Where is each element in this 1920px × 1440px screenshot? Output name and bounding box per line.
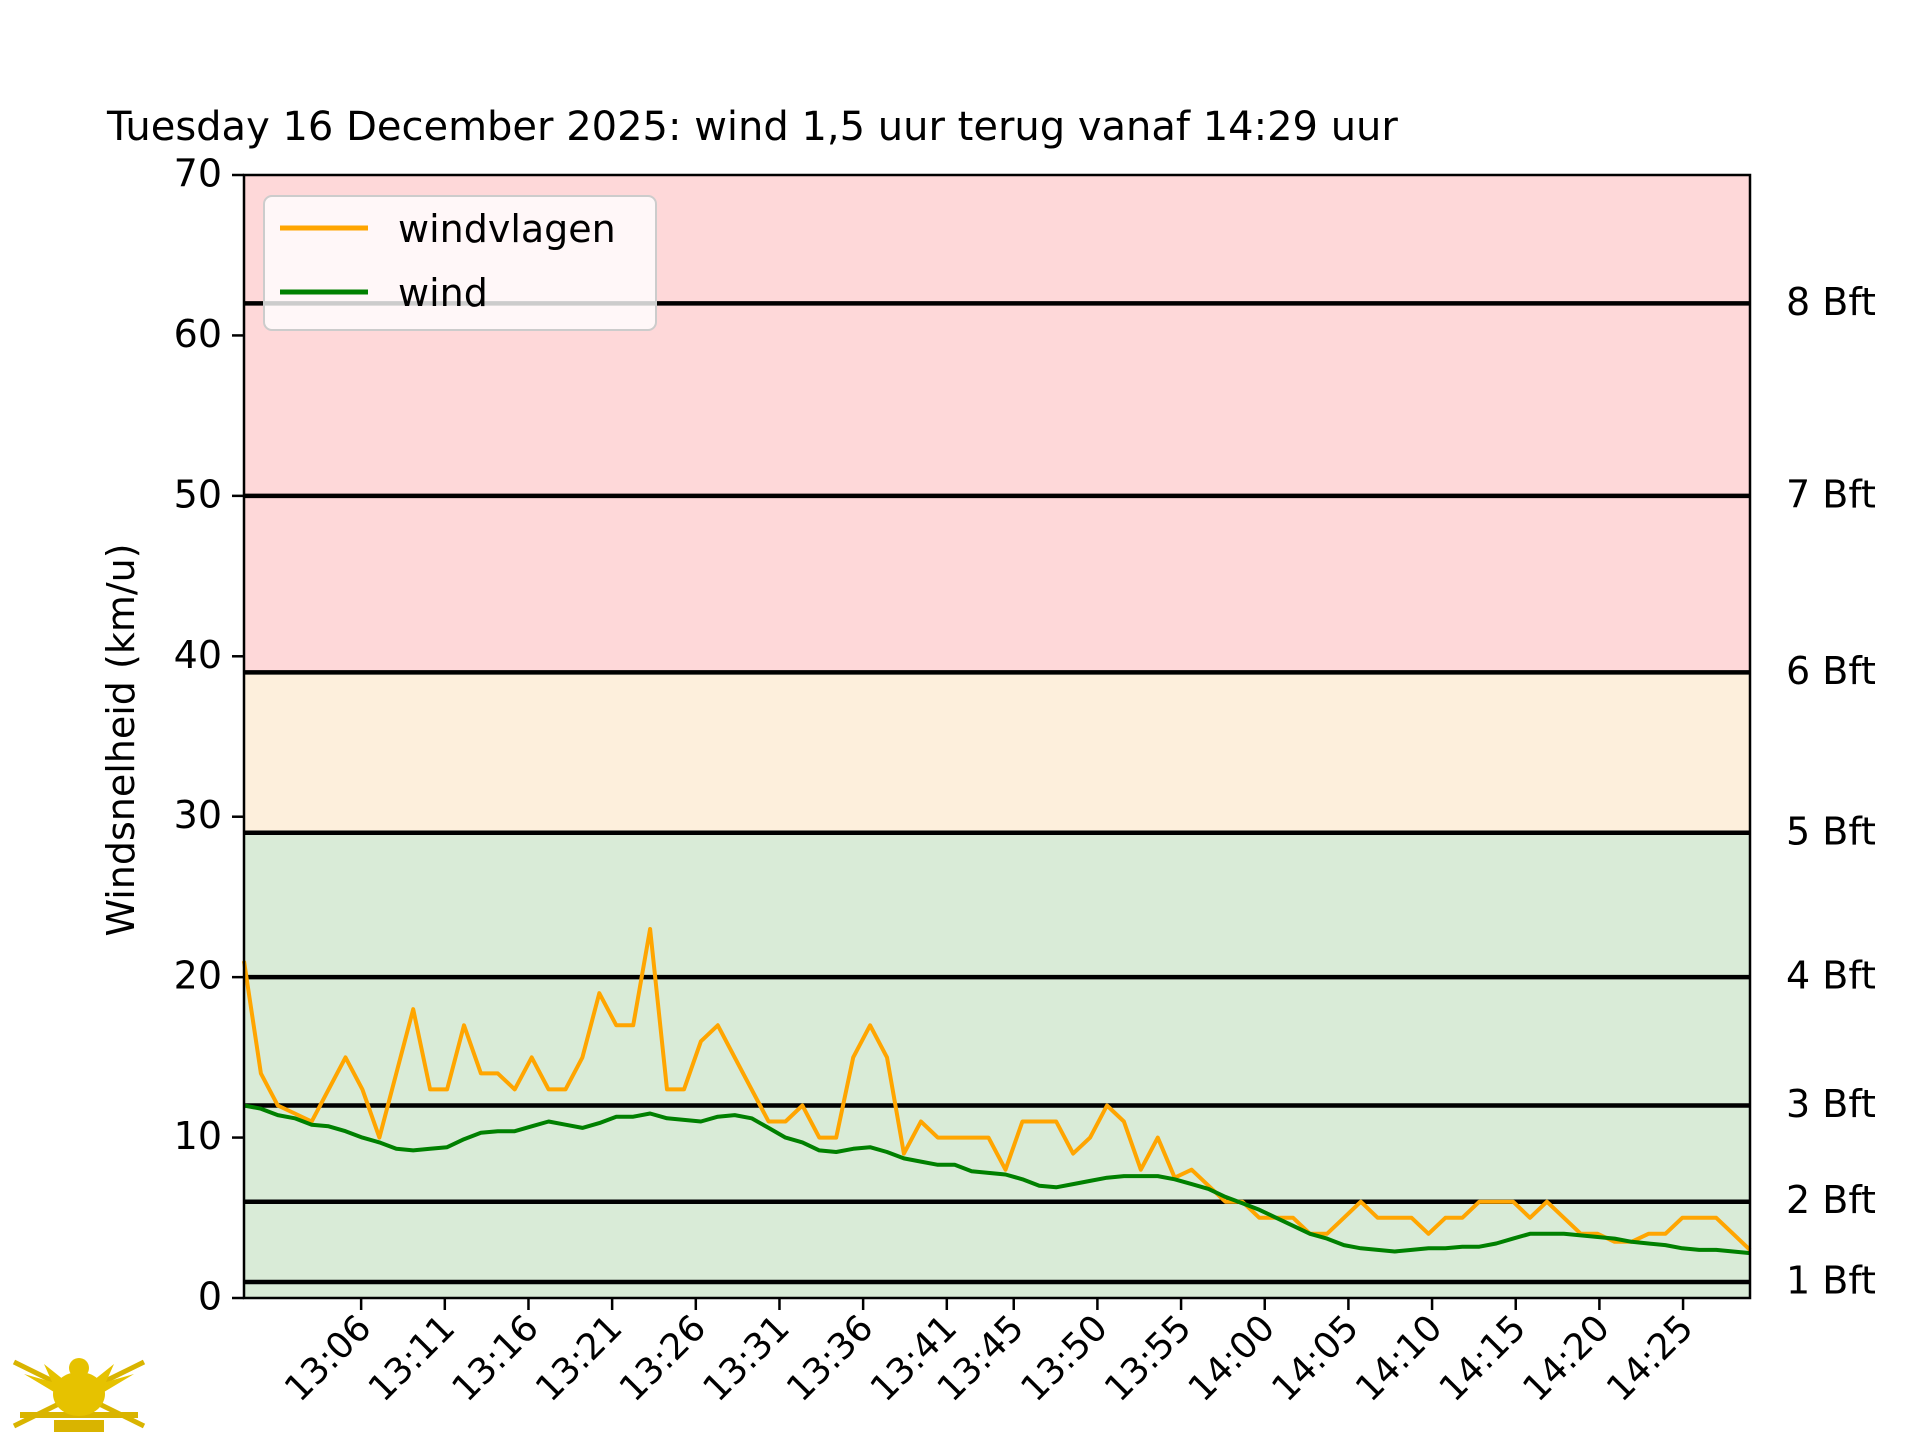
y-axis-label: Windsnelheid (km/u) (99, 543, 143, 936)
zone-band-0 (244, 832, 1750, 1298)
bft-label: 6 Bft (1786, 649, 1876, 693)
zone-band-1 (244, 672, 1750, 833)
x-tick-label: 14:05 (1264, 1307, 1366, 1409)
x-tick-label: 13:50 (1013, 1307, 1115, 1409)
legend-label-windvlagen: windvlagen (398, 207, 616, 251)
x-tick-label: 14:00 (1181, 1307, 1283, 1409)
x-tick-label: 13:36 (779, 1307, 881, 1409)
y-tick-label: 20 (174, 954, 222, 998)
x-tick-label: 14:10 (1348, 1307, 1450, 1409)
bft-label: 7 Bft (1786, 472, 1876, 516)
y-tick-label: 30 (174, 793, 222, 837)
x-tick-label: 14:20 (1515, 1307, 1617, 1409)
x-tick-label: 13:21 (528, 1307, 630, 1409)
beaufort-lines: 1 Bft 2 Bft 3 Bft 4 Bft 5 Bft 6 Bft 7 Bft 8 Bft (244, 280, 1876, 1302)
x-tick-label: 13:16 (444, 1307, 546, 1409)
bft-label: 1 Bft (1786, 1258, 1876, 1302)
x-tick-label: 13:26 (612, 1307, 714, 1409)
bft-label: 2 Bft (1786, 1178, 1876, 1222)
bft-label: 3 Bft (1786, 1082, 1876, 1126)
plot-frame (242, 173, 1752, 1300)
crest-logo (12, 1358, 146, 1432)
y-axis: 0 10 20 30 40 50 60 70 (174, 152, 244, 1319)
x-tick-label: 13:55 (1097, 1307, 1199, 1409)
chart-title: Tuesday 16 December 2025: wind 1,5 uur t… (106, 104, 1398, 150)
legend: windvlagen wind (263, 195, 657, 331)
bft-label: 8 Bft (1786, 280, 1876, 324)
legend-label-wind: wind (398, 271, 488, 315)
y-tick-label: 0 (198, 1275, 222, 1319)
series (242, 927, 1752, 1256)
y-tick-label: 50 (174, 472, 222, 516)
x-tick-label: 13:11 (361, 1307, 463, 1409)
x-tick-label: 13:31 (695, 1307, 797, 1409)
y-tick-label: 70 (174, 152, 222, 196)
series-line-wind (243, 1103, 1751, 1256)
y-tick-label: 10 (174, 1114, 222, 1158)
bft-label: 5 Bft (1786, 809, 1876, 853)
zones (244, 175, 1750, 1298)
y-tick-label: 60 (174, 312, 222, 356)
series-line-windvlagen (242, 927, 1752, 1252)
x-axis: 13:0613:1113:1613:2113:2613:3113:3613:41… (277, 1298, 1701, 1410)
x-tick-label: 14:25 (1599, 1307, 1701, 1409)
x-tick-label: 13:06 (277, 1307, 379, 1409)
bft-label: 4 Bft (1786, 954, 1876, 998)
x-tick-label: 14:15 (1432, 1307, 1534, 1409)
y-tick-label: 40 (174, 633, 222, 677)
